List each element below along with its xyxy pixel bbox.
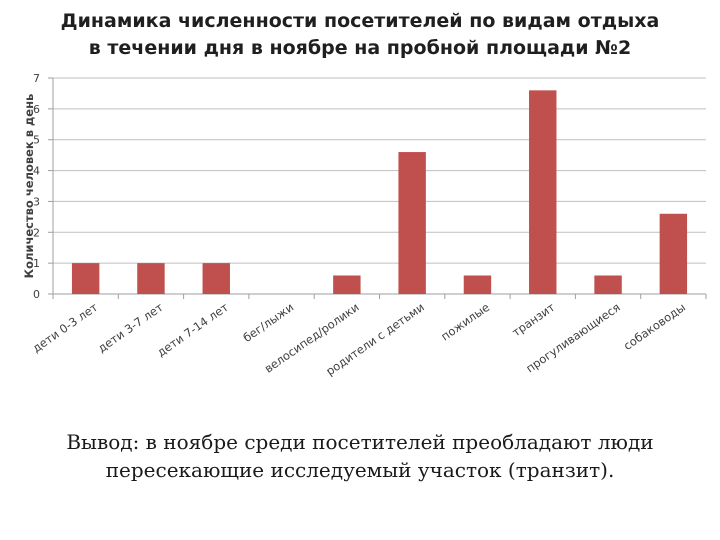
x-tick-label: дети 7-14 лет: [154, 300, 231, 360]
y-tick-label: 2: [33, 226, 40, 239]
conclusion-text: Вывод: в ноябре среди посетителей преобл…: [40, 428, 680, 484]
conclusion-line-2: пересекающие исследуемый участок (транзи…: [105, 458, 615, 482]
y-tick-label: 0: [33, 288, 40, 301]
bar: [71, 263, 100, 294]
y-tick-label: 6: [33, 103, 40, 116]
y-tick-labels: 0 1 2 3 4 5 6 7: [33, 72, 40, 301]
bar: [202, 263, 230, 294]
x-tick-label: бег/лыжи: [240, 300, 296, 345]
bar: [529, 90, 557, 294]
y-tick-label: 4: [33, 165, 40, 178]
x-tick-label: собаководы: [621, 300, 688, 353]
bar: [463, 275, 492, 294]
bar: [398, 152, 426, 294]
y-tick-label: 5: [33, 134, 40, 147]
chart-title: Динамика численности посетителей по вида…: [0, 8, 720, 62]
chart-title-line-2: в течении дня в ноябре на пробной площад…: [88, 37, 632, 59]
gridlines: [53, 77, 706, 264]
y-tick-label: 3: [33, 195, 40, 208]
y-tick-label: 1: [33, 257, 40, 270]
y-tick-label: 7: [33, 72, 40, 85]
bar: [137, 263, 165, 294]
bars: [71, 90, 688, 294]
bar: [659, 213, 688, 294]
bar: [333, 275, 361, 294]
bar: [594, 275, 622, 294]
conclusion-line-1: Вывод: в ноябре среди посетителей преобл…: [66, 430, 654, 454]
x-tick-label: транзит: [509, 300, 557, 340]
x-tick-label: пожилые: [438, 300, 492, 344]
chart-title-line-1: Динамика численности посетителей по вида…: [60, 10, 660, 32]
y-axis-label: Количество человек в день: [22, 94, 36, 279]
x-tick-label: дети 0-3 лет: [30, 300, 101, 355]
